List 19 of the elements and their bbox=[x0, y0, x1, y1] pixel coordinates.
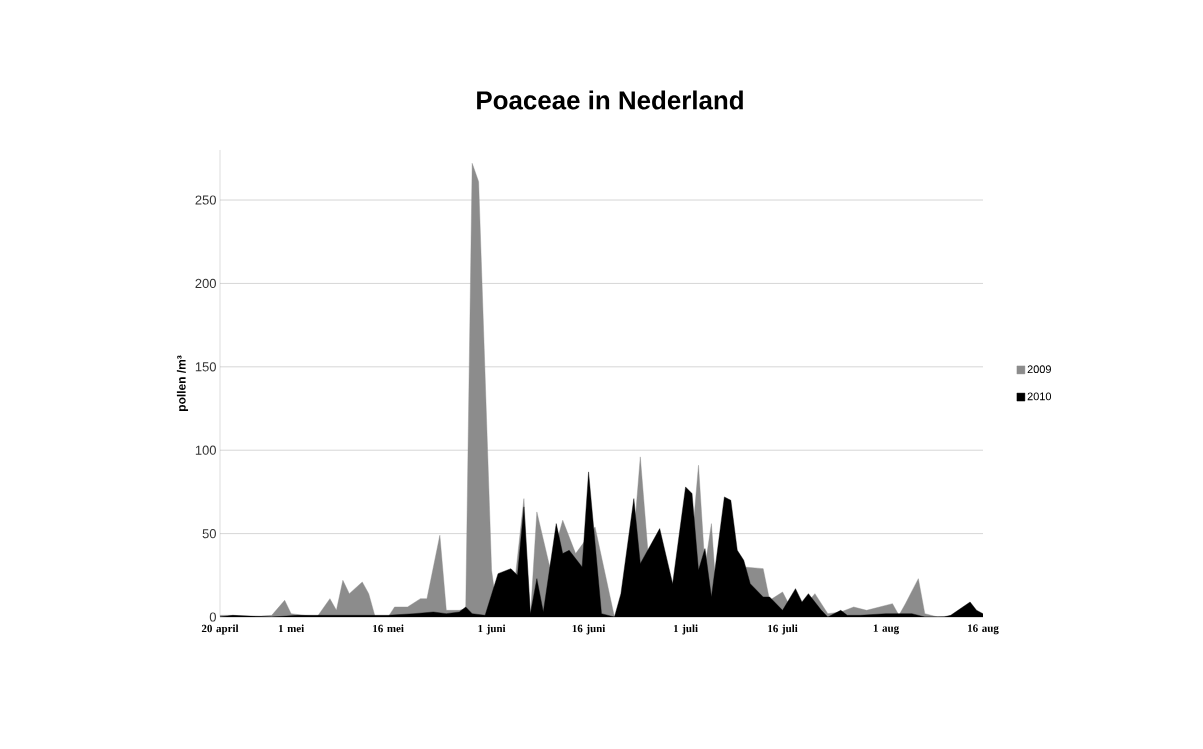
x-tick-label: 16 juni bbox=[572, 624, 606, 635]
x-tick-label: 1 aug bbox=[873, 624, 899, 635]
x-tick-label: 1 juni bbox=[478, 624, 506, 635]
x-tick-label: 1 juli bbox=[673, 624, 698, 635]
y-tick-label: 250 bbox=[195, 195, 216, 205]
y-tick-label: 50 bbox=[202, 529, 216, 539]
x-tick-label: 16 mei bbox=[373, 624, 404, 633]
y-tick-label: 150 bbox=[195, 362, 216, 372]
x-tick-label: 16 juli bbox=[768, 624, 798, 635]
x-tick-label: 1 mei bbox=[278, 624, 305, 633]
legend-label: 2010 bbox=[1027, 392, 1052, 401]
x-tick-label: 20 april bbox=[201, 624, 239, 635]
legend-label: 2009 bbox=[1027, 365, 1051, 374]
x-tick-label: 16 aug bbox=[968, 624, 999, 635]
chart-title: Poaceae in Nederland bbox=[477, 90, 743, 110]
y-tick-label: 100 bbox=[195, 445, 216, 455]
y-tick-label: 200 bbox=[195, 278, 216, 289]
y-axis-title: pollen /m³ bbox=[176, 355, 189, 411]
y-tick-label: 0 bbox=[209, 612, 216, 622]
